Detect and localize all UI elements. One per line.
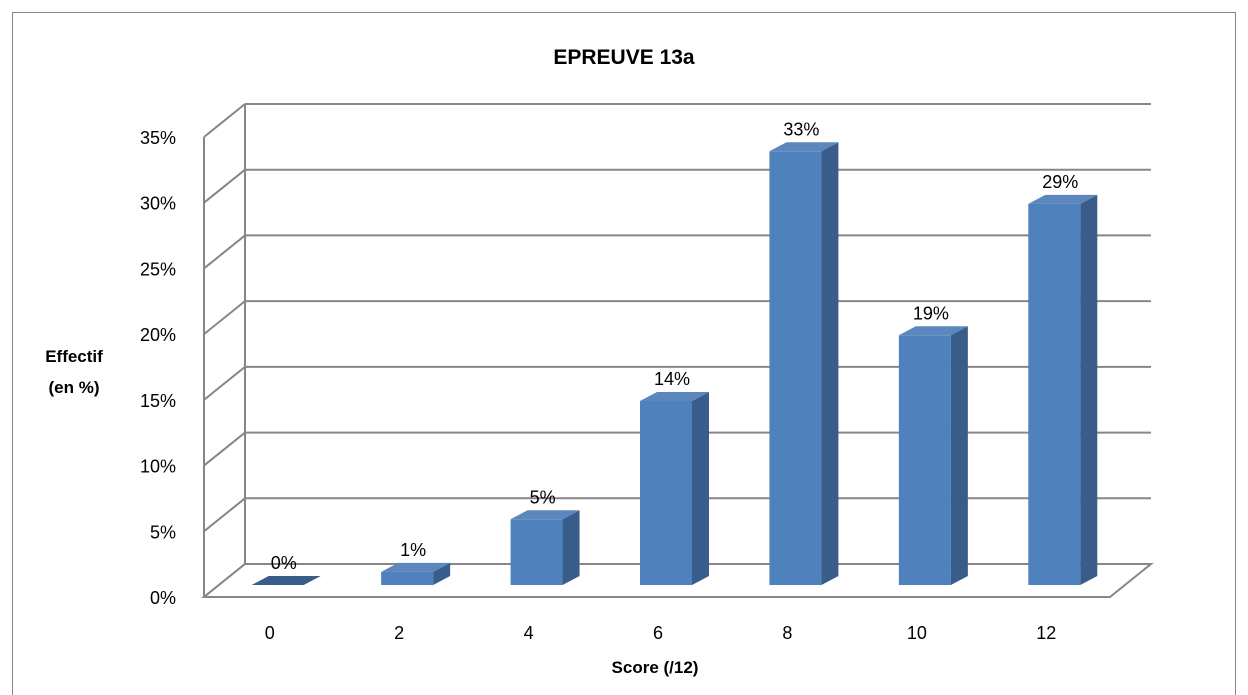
labels-layer: 0%5%10%15%20%25%30%35%0%01%25%414%633%81… — [140, 119, 1078, 643]
y-tick-label: 5% — [150, 522, 176, 542]
x-tick-label: 8 — [782, 623, 792, 643]
y-tick-label: 10% — [140, 457, 176, 477]
y-tick-label: 35% — [140, 128, 176, 148]
bar-side — [692, 392, 709, 585]
y-axis-title-line1: Effectif — [45, 347, 103, 366]
side-wall-gridline — [203, 103, 246, 138]
side-wall-gridline — [203, 497, 246, 533]
bars-layer — [251, 142, 1098, 586]
x-tick-label: 2 — [394, 623, 404, 643]
bar — [769, 151, 822, 586]
bar-side — [562, 510, 580, 585]
data-label: 33% — [783, 119, 819, 139]
bar-top — [898, 326, 968, 336]
side-wall-gridline — [203, 431, 246, 467]
y-tick-label: 15% — [140, 391, 176, 411]
data-label: 29% — [1042, 172, 1078, 192]
x-tick-label: 10 — [907, 623, 927, 643]
bar-top — [640, 392, 709, 401]
y-tick-label: 20% — [140, 325, 176, 345]
side-wall-gridline — [203, 234, 246, 270]
data-label: 1% — [400, 540, 426, 560]
bar — [381, 571, 434, 585]
y-tick-label: 25% — [140, 259, 176, 279]
bar-top — [510, 510, 580, 520]
chart-title: EPREUVE 13a — [553, 46, 695, 69]
side-wall-gridline — [203, 168, 246, 204]
bar — [510, 519, 563, 585]
x-tick-label: 0 — [265, 623, 275, 643]
x-axis-title: Score (/12) — [612, 658, 699, 677]
side-wall-gridline — [203, 300, 246, 335]
bar — [640, 401, 692, 585]
data-label: 5% — [530, 487, 556, 507]
x-tick-label: 4 — [524, 623, 534, 643]
bar-side — [1080, 194, 1098, 585]
data-label: 0% — [271, 553, 297, 573]
x-tick-label: 12 — [1036, 623, 1056, 643]
x-tick-label: 6 — [653, 623, 663, 643]
bar-side — [950, 326, 968, 585]
y-axis-title-line2: (en %) — [49, 378, 100, 397]
bar — [1028, 203, 1081, 585]
y-tick-label: 0% — [150, 588, 176, 608]
bar-top — [769, 142, 839, 152]
bar-side — [433, 562, 451, 585]
bar — [898, 335, 951, 585]
bar-top — [1028, 194, 1098, 204]
y-tick-label: 30% — [140, 194, 176, 214]
bar-side — [821, 142, 839, 586]
data-label: 14% — [654, 369, 690, 389]
bar-top — [251, 576, 321, 585]
side-wall-gridline — [203, 366, 246, 401]
data-label: 19% — [913, 303, 949, 323]
bar-top — [381, 562, 451, 572]
